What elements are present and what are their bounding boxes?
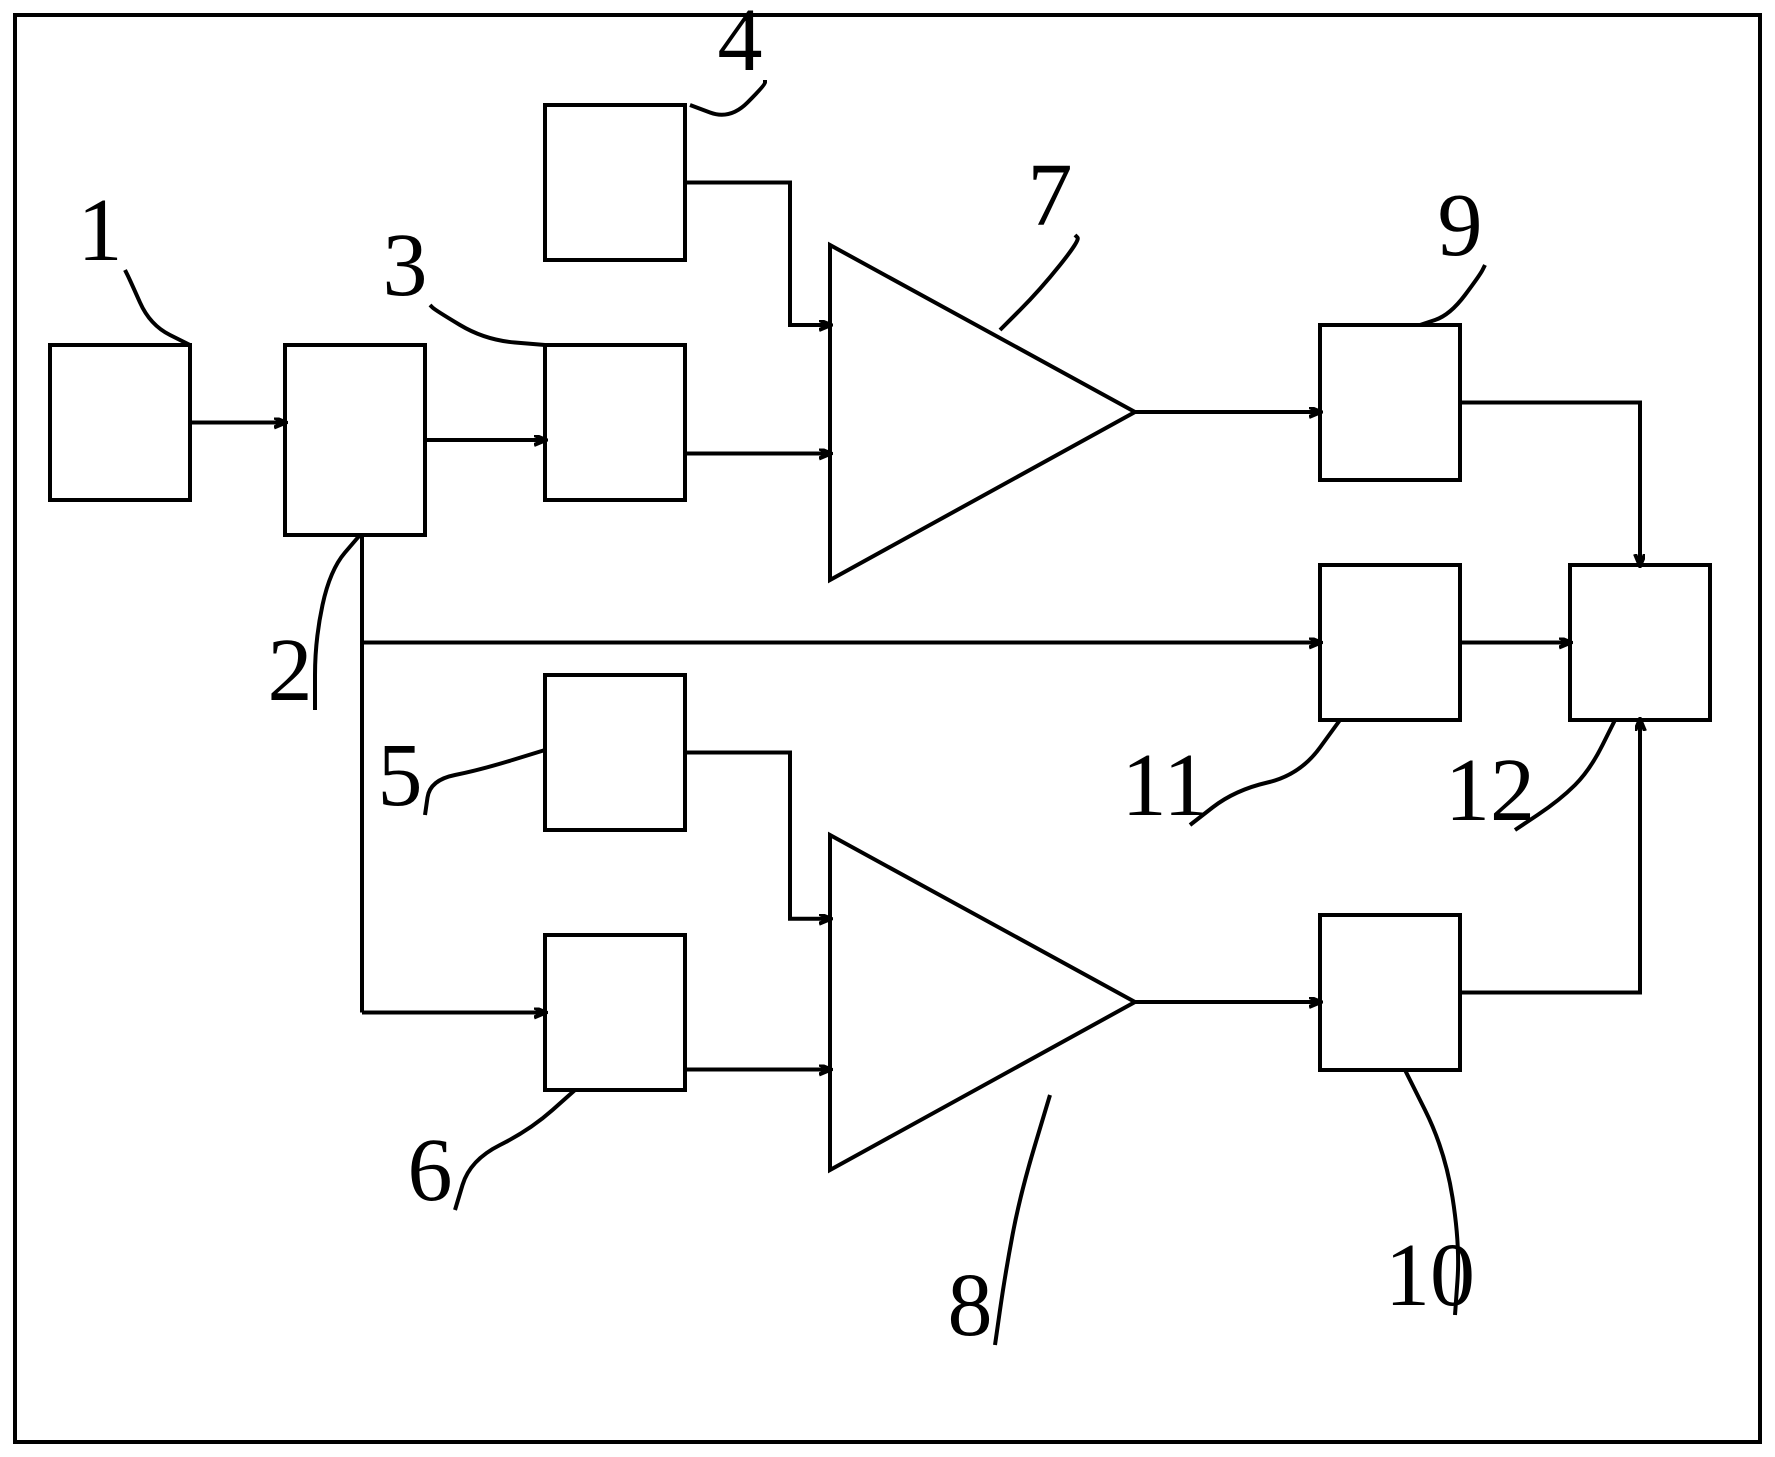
block-b4 <box>545 105 685 260</box>
outer-frame <box>15 15 1760 1442</box>
block-b5 <box>545 675 685 830</box>
label-10: 10 <box>1385 1226 1475 1325</box>
label-1: 1 <box>78 181 123 280</box>
conn-9-12 <box>1460 403 1640 566</box>
label-2: 2 <box>268 621 313 720</box>
leader-2 <box>315 535 360 710</box>
leader-6 <box>455 1090 575 1210</box>
label-12: 12 <box>1445 741 1535 840</box>
block-b3 <box>545 345 685 500</box>
label-4: 4 <box>718 0 763 90</box>
block-b2 <box>285 345 425 535</box>
amp-a7 <box>830 245 1135 580</box>
block-b9 <box>1320 325 1460 480</box>
label-8: 8 <box>948 1256 993 1355</box>
block-b1 <box>50 345 190 500</box>
leader-7 <box>1000 235 1078 330</box>
label-5: 5 <box>378 726 423 825</box>
conn-5-amp8 <box>685 753 830 919</box>
label-11: 11 <box>1122 736 1209 835</box>
leader-3 <box>430 305 545 345</box>
leader-5 <box>425 750 545 815</box>
block-b11 <box>1320 565 1460 720</box>
leader-1 <box>125 270 190 345</box>
block-diagram: 123456789101112 <box>0 0 1775 1457</box>
conn-4-amp7 <box>685 183 830 326</box>
block-b6 <box>545 935 685 1090</box>
leader-8 <box>995 1095 1050 1345</box>
block-b10 <box>1320 915 1460 1070</box>
label-9: 9 <box>1438 176 1483 275</box>
label-6: 6 <box>408 1121 453 1220</box>
leader-11 <box>1190 720 1340 825</box>
amp-a8 <box>830 835 1135 1170</box>
label-3: 3 <box>383 216 428 315</box>
block-b12 <box>1570 565 1710 720</box>
label-7: 7 <box>1028 146 1073 245</box>
